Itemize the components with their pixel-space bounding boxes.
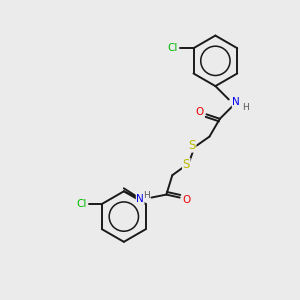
Text: N: N (232, 98, 240, 107)
Text: Cl: Cl (76, 199, 86, 209)
Text: Cl: Cl (167, 43, 178, 53)
Text: N: N (136, 194, 144, 204)
Text: H: H (242, 103, 248, 112)
Text: S: S (183, 158, 190, 171)
Text: S: S (188, 139, 196, 152)
Text: O: O (196, 107, 204, 117)
Text: H: H (143, 191, 149, 200)
Text: O: O (182, 195, 190, 205)
